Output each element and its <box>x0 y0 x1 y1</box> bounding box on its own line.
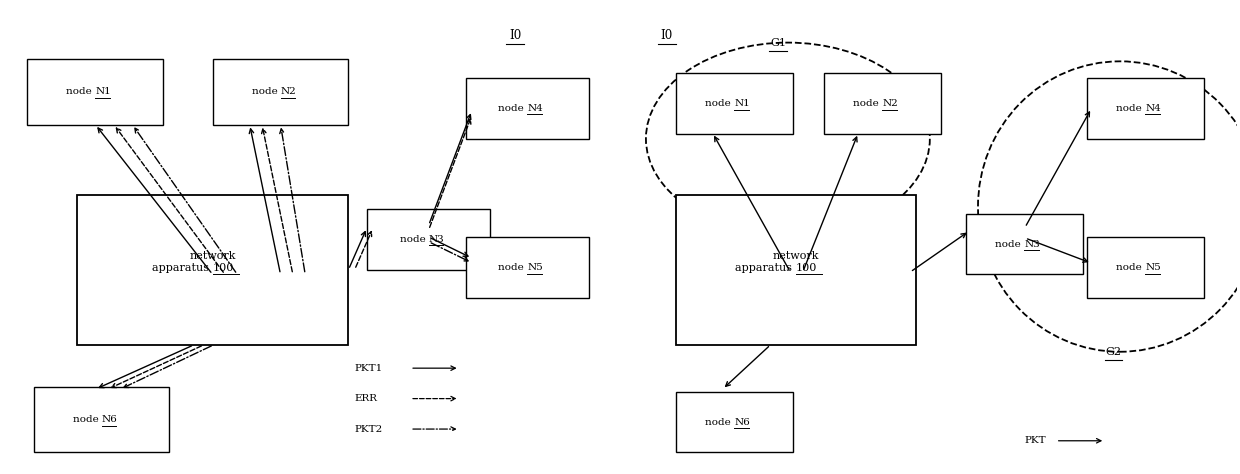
Text: N6: N6 <box>102 415 118 424</box>
Text: network: network <box>190 251 236 261</box>
Text: node: node <box>1116 104 1146 113</box>
FancyBboxPatch shape <box>676 392 792 453</box>
Text: node: node <box>706 99 734 108</box>
Text: N1: N1 <box>95 87 112 96</box>
Text: 100: 100 <box>212 264 234 273</box>
Text: node: node <box>67 87 95 96</box>
Text: N1: N1 <box>734 99 750 108</box>
FancyBboxPatch shape <box>676 73 792 134</box>
Text: PKT2: PKT2 <box>355 425 383 434</box>
Text: N5: N5 <box>527 263 543 272</box>
Text: node: node <box>399 235 429 244</box>
Text: N3: N3 <box>429 235 444 244</box>
Text: G1: G1 <box>770 37 786 47</box>
Text: apparatus: apparatus <box>153 264 212 273</box>
Text: node: node <box>498 104 527 113</box>
Text: 100: 100 <box>796 264 817 273</box>
Text: apparatus: apparatus <box>735 264 796 273</box>
FancyBboxPatch shape <box>676 195 916 345</box>
Text: I0: I0 <box>508 29 521 42</box>
FancyBboxPatch shape <box>367 209 490 270</box>
FancyBboxPatch shape <box>77 195 348 345</box>
FancyBboxPatch shape <box>212 59 348 125</box>
Text: N2: N2 <box>883 99 898 108</box>
Text: N5: N5 <box>1146 263 1161 272</box>
Text: N6: N6 <box>734 418 750 427</box>
Text: network: network <box>773 251 820 261</box>
FancyBboxPatch shape <box>823 73 941 134</box>
Text: N2: N2 <box>280 87 296 96</box>
FancyBboxPatch shape <box>966 214 1083 274</box>
Text: N4: N4 <box>1146 104 1161 113</box>
Text: ERR: ERR <box>355 394 378 403</box>
Text: node: node <box>853 99 883 108</box>
Text: node: node <box>252 87 280 96</box>
FancyBboxPatch shape <box>466 237 589 298</box>
Text: node: node <box>706 418 734 427</box>
Text: node: node <box>1116 263 1146 272</box>
Text: PKT1: PKT1 <box>355 364 383 373</box>
Text: node: node <box>498 263 527 272</box>
Text: node: node <box>996 239 1024 248</box>
FancyBboxPatch shape <box>27 59 164 125</box>
FancyBboxPatch shape <box>33 387 170 453</box>
Text: I0: I0 <box>661 29 673 42</box>
FancyBboxPatch shape <box>1086 78 1204 138</box>
FancyBboxPatch shape <box>466 78 589 138</box>
Text: node: node <box>72 415 102 424</box>
Text: G2: G2 <box>1106 347 1122 357</box>
FancyBboxPatch shape <box>1086 237 1204 298</box>
Text: PKT: PKT <box>1025 436 1047 445</box>
Text: N3: N3 <box>1024 239 1040 248</box>
Text: N4: N4 <box>527 104 543 113</box>
